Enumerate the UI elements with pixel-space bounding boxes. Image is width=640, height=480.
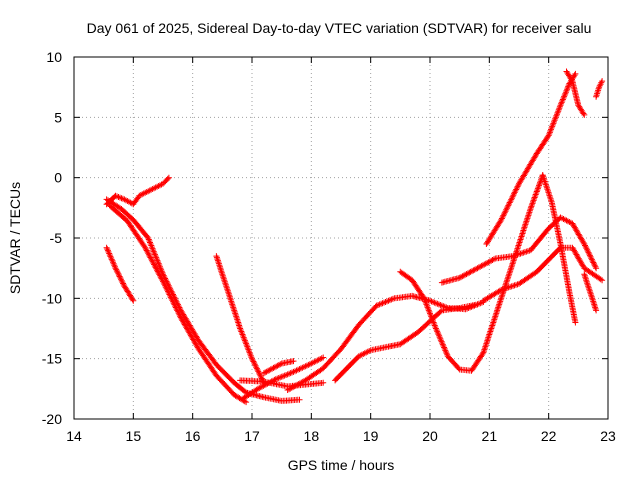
plus-markers (480, 244, 606, 304)
series-track-1 (103, 244, 137, 304)
y-tick-label: -10 (42, 290, 62, 306)
y-tick-label: -20 (42, 411, 62, 427)
x-tick-label: 22 (541, 428, 557, 444)
plus-markers (483, 70, 579, 247)
plus-markers (103, 244, 137, 304)
plus-markers (332, 301, 481, 384)
x-tick-label: 17 (244, 428, 260, 444)
series-track-6 (213, 253, 267, 386)
series-track-17 (581, 271, 600, 314)
tick-labels: 14 15 16 17 18 19 20 21 22 23 -20 -15 -10 -5 0 5 10 (42, 49, 616, 444)
plus-markers (260, 358, 297, 377)
plus-markers (593, 78, 606, 100)
plus-markers (438, 214, 600, 286)
y-axis-label: SDTVAR / TECUs (7, 182, 23, 294)
series-layer (103, 68, 606, 406)
series-track-14 (480, 244, 606, 304)
y-tick-label: 10 (46, 49, 62, 65)
series-track-15 (483, 70, 579, 247)
y-tick-label: -15 (42, 351, 62, 367)
series-track-9 (332, 301, 481, 384)
x-tick-label: 18 (304, 428, 320, 444)
x-tick-label: 23 (600, 428, 616, 444)
plus-markers (103, 196, 303, 404)
plot-border (73, 56, 609, 420)
ticks (73, 56, 609, 420)
series-track-8 (260, 358, 297, 377)
plus-markers (563, 68, 588, 118)
x-tick-label: 14 (66, 428, 82, 444)
x-tick-label: 15 (126, 428, 142, 444)
plus-markers (397, 172, 546, 374)
plus-markers (213, 253, 267, 386)
series-track-4 (106, 202, 250, 406)
series-track-10 (284, 292, 487, 393)
y-tick-label: 0 (54, 170, 62, 186)
series-track-2 (103, 174, 172, 208)
plus-markers (103, 174, 172, 208)
x-tick-label: 19 (363, 428, 379, 444)
series-track-16 (563, 68, 588, 118)
y-tick-label: -5 (50, 230, 63, 246)
x-tick-label: 21 (482, 428, 498, 444)
y-tick-label: 5 (54, 109, 62, 125)
x-axis-label: GPS time / hours (288, 457, 395, 473)
series-track-11 (397, 172, 546, 374)
x-tick-label: 20 (422, 428, 438, 444)
chart-title: Day 061 of 2025, Sidereal Day-to-day VTE… (87, 20, 592, 36)
plus-markers (581, 271, 600, 314)
series-track-18 (593, 78, 606, 100)
x-tick-label: 16 (185, 428, 201, 444)
plus-markers (106, 202, 250, 406)
series-track-3 (103, 196, 303, 404)
series-track-13 (438, 214, 600, 286)
plus-markers (284, 292, 487, 393)
